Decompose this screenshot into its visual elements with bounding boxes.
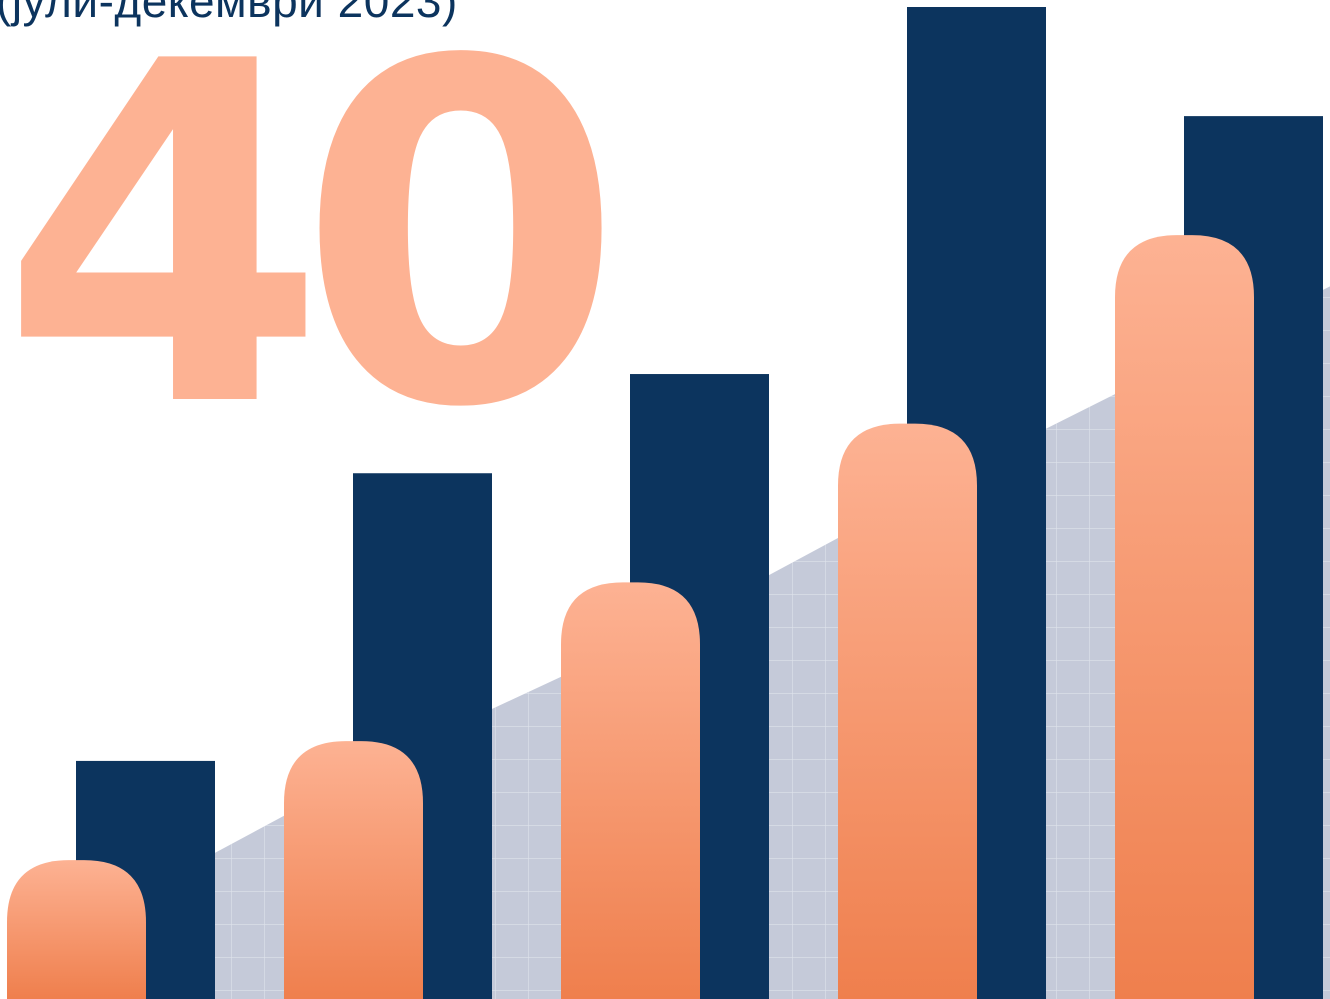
highlight-number: 40 (0, 0, 624, 510)
peach-bar-2 (284, 741, 423, 999)
chart-subtitle: (јули-декември 2023) (0, 0, 458, 27)
peach-bar-3 (561, 582, 700, 999)
peach-bar-5 (1115, 235, 1254, 999)
peach-bar-4 (838, 423, 977, 999)
peach-bar-1 (7, 860, 146, 999)
